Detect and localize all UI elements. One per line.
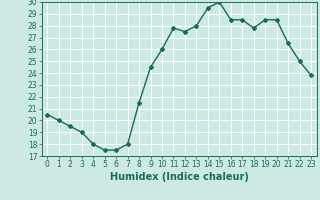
X-axis label: Humidex (Indice chaleur): Humidex (Indice chaleur) xyxy=(110,172,249,182)
